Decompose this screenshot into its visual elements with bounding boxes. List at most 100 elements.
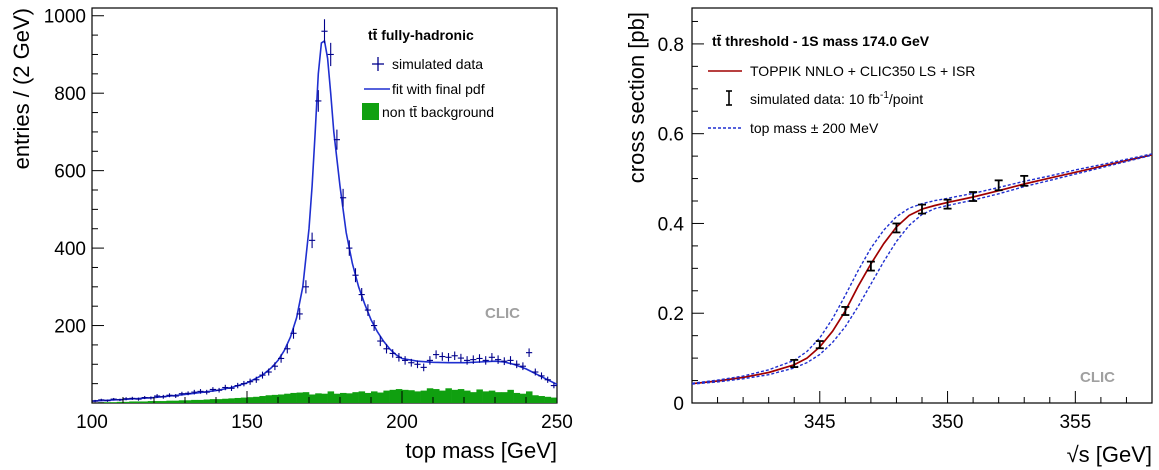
data-point (271, 362, 278, 371)
data-point (470, 355, 477, 364)
background-bar (550, 397, 558, 403)
data-point (841, 306, 850, 316)
data-point (92, 399, 99, 403)
legend-marker-data (726, 90, 732, 106)
data-point (918, 203, 926, 215)
background-bar (402, 389, 409, 403)
data-points-group (92, 19, 557, 403)
background-bar (234, 397, 242, 403)
background-bar (284, 393, 291, 403)
data-point (216, 387, 223, 393)
data-point (433, 350, 440, 359)
data-point (892, 222, 901, 234)
background-bar (172, 400, 180, 403)
background-bar (426, 388, 434, 403)
x-axis-title: √s [GeV] (1067, 442, 1152, 467)
background-bar (147, 401, 155, 403)
data-point (141, 396, 148, 400)
background-bar (470, 392, 477, 403)
y-tick-label: 0 (673, 394, 684, 415)
data-point (346, 240, 353, 256)
background-bar (389, 389, 397, 403)
data-point (290, 327, 297, 339)
background-bar (408, 390, 415, 403)
data-point (203, 389, 210, 395)
background-bar (321, 393, 328, 403)
data-point (501, 357, 508, 366)
data-point (197, 389, 204, 394)
legend-entry-data: simulated data (392, 56, 483, 72)
data-point (129, 396, 136, 400)
data-point (191, 389, 198, 395)
data-point (488, 353, 495, 362)
data-point (333, 129, 340, 150)
background-bar (259, 396, 266, 403)
data-point (538, 372, 545, 380)
background-bar (519, 393, 527, 403)
data-point (414, 360, 421, 369)
mass-histogram-panel: 100 150 200 250 200 400 600 800 1000 top mass [G… (9, 7, 573, 463)
legend-entry-background: non tt̄ background (382, 104, 494, 120)
data-point (340, 188, 347, 207)
background-bar (154, 401, 161, 403)
data-point (135, 397, 142, 401)
data-point (160, 394, 167, 399)
background-bar (278, 394, 285, 403)
toppik-curve (691, 153, 1153, 385)
background-bar (191, 399, 198, 403)
data-point (457, 353, 464, 363)
data-point (513, 360, 520, 369)
data-point (104, 399, 111, 402)
data-point (526, 348, 533, 357)
background-bar (222, 398, 229, 403)
background-bar (420, 390, 428, 403)
y-tick-label: 0.8 (658, 35, 684, 56)
background-bar (203, 399, 211, 403)
data-point (532, 368, 539, 376)
y-tick-label: 200 (54, 317, 86, 338)
data-point (209, 387, 216, 392)
background-bar (507, 389, 514, 403)
legend-title: tt̄ threshold - 1S mass 174.0 GeV (712, 33, 930, 49)
background-bar (296, 392, 304, 403)
data-point (98, 398, 105, 402)
x-tick-label: 350 (932, 412, 964, 433)
data-point (123, 397, 130, 401)
data-point (321, 19, 328, 44)
background-bar (104, 402, 111, 403)
data-point (371, 320, 378, 331)
background-bar (451, 389, 459, 403)
background-bar (160, 401, 167, 403)
legend-marker-data (372, 57, 384, 71)
background-bar (495, 392, 502, 403)
data-point (116, 398, 123, 402)
threshold-scan-panel: 345 350 355 0 0.2 0.4 0.6 0.8 √s [GeV] cross se… (624, 7, 1153, 467)
data-point (240, 380, 247, 387)
data-point (172, 394, 179, 398)
data-point (464, 356, 471, 365)
data-point (482, 356, 489, 365)
background-bar (327, 391, 335, 403)
data-point (154, 394, 161, 398)
background-bar (166, 400, 173, 403)
background-bar (333, 393, 341, 403)
data-point (408, 358, 415, 367)
data-point (1020, 174, 1029, 187)
data-point (476, 354, 483, 363)
background-bar (346, 393, 353, 403)
background-bar (501, 392, 508, 403)
data-point (994, 179, 1003, 192)
data-point (247, 378, 254, 385)
data-point (302, 280, 309, 294)
y-tick-label: 1000 (44, 7, 86, 28)
background-bar (364, 392, 372, 403)
mass-variation-curve (691, 154, 1153, 385)
x-axis-title: top mass [GeV] (405, 438, 557, 463)
background-bar (445, 388, 452, 403)
background-bar (309, 394, 316, 403)
y-axis-title: cross section [pb] (624, 12, 649, 183)
background-bar (476, 389, 483, 403)
background-bar (216, 399, 223, 403)
data-point (383, 344, 390, 354)
